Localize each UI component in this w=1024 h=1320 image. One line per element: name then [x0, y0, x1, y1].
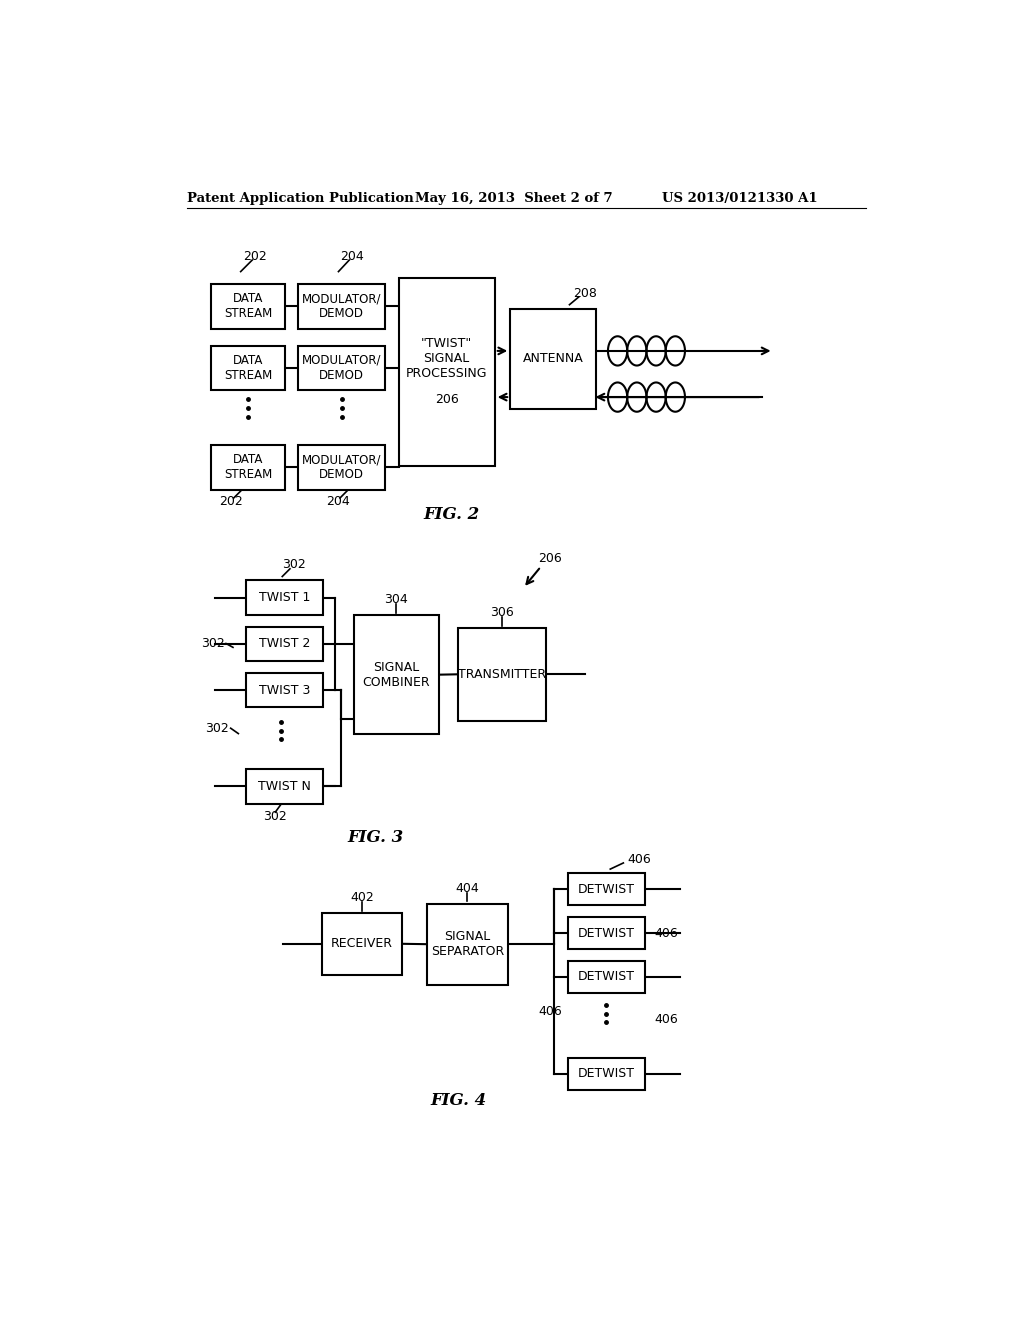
Text: FIG. 4: FIG. 4: [431, 1092, 487, 1109]
Text: 406: 406: [654, 1012, 678, 1026]
Bar: [398, 277, 495, 466]
Text: DETWIST: DETWIST: [578, 1068, 635, 1081]
Text: TWIST 2: TWIST 2: [259, 638, 310, 651]
Text: 302: 302: [263, 810, 287, 824]
Text: 406: 406: [627, 853, 650, 866]
Text: TRANSMITTER: TRANSMITTER: [458, 668, 546, 681]
Bar: [246, 581, 323, 615]
Text: 304: 304: [384, 593, 409, 606]
Text: MODULATOR/
DEMOD: MODULATOR/ DEMOD: [302, 354, 381, 381]
Bar: [568, 917, 645, 949]
Text: May 16, 2013  Sheet 2 of 7: May 16, 2013 Sheet 2 of 7: [416, 191, 613, 205]
Bar: [458, 628, 547, 721]
Text: 404: 404: [456, 882, 479, 895]
Text: SIGNAL
SEPARATOR: SIGNAL SEPARATOR: [431, 931, 504, 958]
Bar: [568, 1057, 645, 1090]
Text: DETWIST: DETWIST: [578, 927, 635, 940]
Bar: [354, 615, 438, 734]
Text: 306: 306: [490, 606, 514, 619]
Bar: [568, 873, 645, 906]
Bar: [568, 961, 645, 993]
Text: 206: 206: [539, 552, 562, 565]
Text: 302: 302: [205, 722, 228, 735]
Text: 206: 206: [435, 392, 459, 405]
Text: US 2013/0121330 A1: US 2013/0121330 A1: [662, 191, 817, 205]
Text: TWIST N: TWIST N: [258, 780, 311, 793]
Text: FIG. 3: FIG. 3: [348, 829, 403, 846]
Text: ANTENNA: ANTENNA: [523, 352, 584, 366]
Text: 302: 302: [201, 638, 224, 649]
Bar: [298, 445, 385, 490]
Text: RECEIVER: RECEIVER: [331, 937, 393, 950]
Text: DETWIST: DETWIST: [578, 970, 635, 983]
Bar: [322, 913, 402, 974]
Text: 406: 406: [538, 1005, 562, 1018]
Text: TWIST 1: TWIST 1: [259, 591, 310, 605]
Bar: [211, 445, 285, 490]
Text: MODULATOR/
DEMOD: MODULATOR/ DEMOD: [302, 453, 381, 482]
Text: 204: 204: [340, 249, 365, 263]
Bar: [246, 673, 323, 708]
Bar: [211, 346, 285, 391]
Text: 202: 202: [244, 249, 267, 263]
Bar: [211, 284, 285, 329]
Text: 406: 406: [654, 927, 678, 940]
Text: Patent Application Publication: Patent Application Publication: [186, 191, 414, 205]
Text: FIG. 2: FIG. 2: [423, 506, 479, 523]
Text: 208: 208: [572, 286, 597, 300]
Bar: [298, 346, 385, 391]
Text: DATA
STREAM: DATA STREAM: [224, 292, 272, 321]
Text: SIGNAL
COMBINER: SIGNAL COMBINER: [362, 661, 430, 689]
Text: DETWIST: DETWIST: [578, 883, 635, 896]
Text: 204: 204: [327, 495, 350, 508]
Text: 302: 302: [282, 558, 306, 572]
Text: "TWIST"
SIGNAL
PROCESSING: "TWIST" SIGNAL PROCESSING: [406, 337, 487, 380]
Text: 402: 402: [350, 891, 374, 904]
Text: 202: 202: [219, 495, 244, 508]
Bar: [246, 627, 323, 661]
Bar: [510, 309, 596, 409]
Text: TWIST 3: TWIST 3: [259, 684, 310, 697]
Text: DATA
STREAM: DATA STREAM: [224, 453, 272, 482]
Bar: [427, 904, 508, 985]
Bar: [298, 284, 385, 329]
Text: DATA
STREAM: DATA STREAM: [224, 354, 272, 381]
Text: MODULATOR/
DEMOD: MODULATOR/ DEMOD: [302, 292, 381, 321]
Bar: [246, 770, 323, 804]
